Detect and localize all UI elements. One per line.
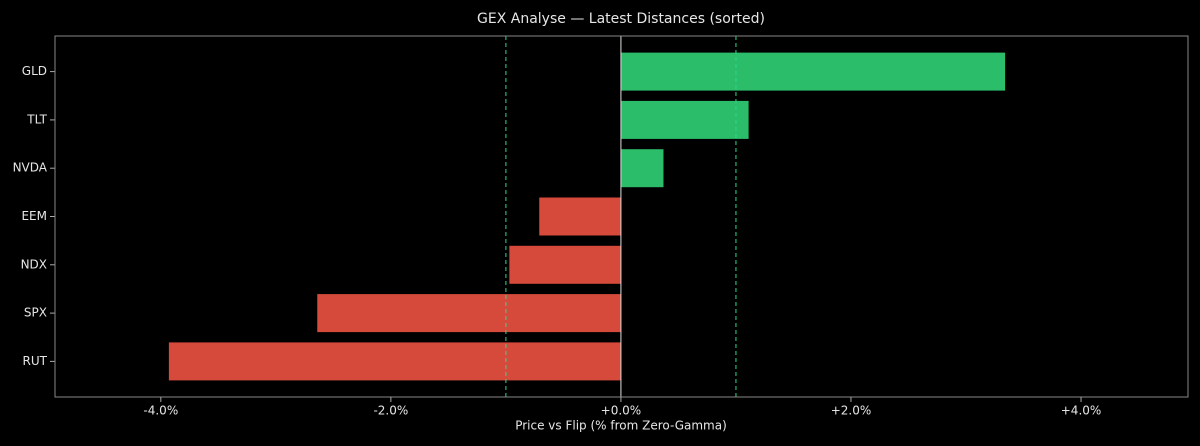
bar bbox=[168, 342, 621, 381]
y-tick-label: RUT bbox=[23, 354, 48, 368]
bar bbox=[620, 149, 664, 188]
bar bbox=[620, 52, 1006, 91]
bar bbox=[317, 294, 621, 333]
bar bbox=[509, 245, 621, 284]
y-tick-label: EEM bbox=[21, 209, 47, 223]
bar bbox=[620, 100, 749, 139]
y-tick-label: GLD bbox=[22, 64, 47, 78]
x-tick-label: -4.0% bbox=[143, 404, 178, 418]
bar bbox=[539, 197, 621, 236]
x-tick-label: +0.0% bbox=[601, 404, 642, 418]
y-tick-label: SPX bbox=[24, 306, 47, 320]
x-tick-label: -2.0% bbox=[373, 404, 408, 418]
x-tick-label: +4.0% bbox=[1061, 404, 1102, 418]
y-tick-label: TLT bbox=[26, 112, 47, 126]
y-tick-label: NDX bbox=[21, 257, 47, 271]
x-axis-label: Price vs Flip (% from Zero-Gamma) bbox=[515, 419, 727, 433]
x-tick-label: +2.0% bbox=[831, 404, 872, 418]
plot-frame bbox=[54, 35, 1189, 398]
chart-title: GEX Analyse — Latest Distances (sorted) bbox=[477, 11, 765, 27]
y-tick-label: NVDA bbox=[13, 161, 48, 175]
